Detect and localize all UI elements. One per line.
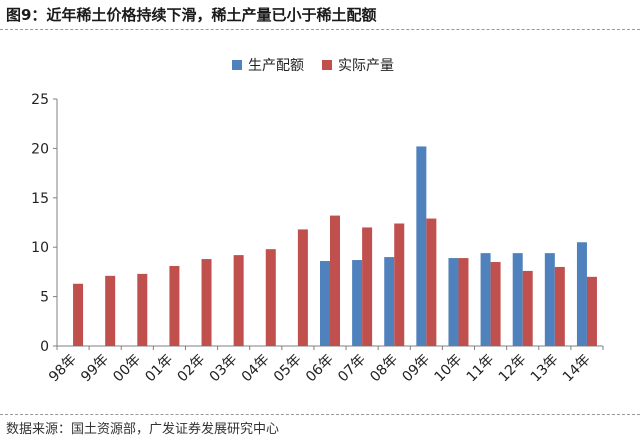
bar-output [105, 275, 116, 346]
bar-output [233, 255, 244, 346]
bar-quota [544, 253, 555, 346]
bar-output [137, 273, 148, 346]
bar-output [490, 262, 501, 346]
x-tick-label: 08年 [367, 352, 401, 386]
x-tick-label: 01年 [142, 352, 176, 386]
source-note: 数据来源：国土资源部，广发证券发展研究中心 [6, 422, 280, 437]
y-tick-label: 5 [40, 290, 49, 306]
bar-quota [576, 242, 587, 346]
source-divider [0, 414, 640, 415]
x-tick-label: 10年 [431, 352, 465, 386]
bar-output [586, 276, 597, 346]
x-tick-label: 98年 [46, 352, 80, 386]
bar-output [169, 265, 180, 346]
x-tick-label: 05年 [271, 352, 305, 386]
bar-output [522, 270, 533, 346]
bar-quota [448, 258, 459, 346]
legend-item-output: 实际产量 [322, 55, 394, 75]
bar-output [265, 249, 276, 346]
bar-quota [512, 253, 523, 346]
bar-output [426, 218, 437, 346]
bar-quota [416, 146, 427, 346]
bar-output [554, 266, 565, 346]
x-tick-label: 99年 [78, 352, 112, 386]
x-tick-label: 00年 [110, 352, 144, 386]
y-tick-label: 25 [31, 92, 49, 108]
x-tick-label: 06年 [303, 352, 337, 386]
bar-output [362, 227, 373, 346]
bar-output [330, 215, 340, 346]
title-divider [0, 29, 640, 30]
legend-label-quota: 生产配额 [248, 58, 304, 74]
x-tick-label: 07年 [335, 352, 369, 386]
x-tick-label: 13年 [528, 352, 562, 386]
x-tick-label: 03年 [207, 352, 241, 386]
bar-output [73, 283, 84, 346]
x-tick-label: 04年 [239, 352, 273, 386]
bar-quota [480, 253, 491, 346]
legend-swatch-output [322, 60, 332, 70]
x-tick-label: 14年 [560, 352, 594, 386]
bar-quota [320, 261, 330, 346]
bar-quota [352, 260, 363, 346]
y-tick-label: 15 [31, 191, 49, 207]
y-tick-label: 0 [40, 339, 49, 355]
figure-title: 图9：近年稀土价格持续下滑，稀土产量已小于稀土配额 [6, 6, 377, 24]
y-tick-label: 10 [31, 240, 49, 256]
legend-swatch-quota [232, 60, 242, 70]
x-tick-label: 02年 [175, 352, 209, 386]
legend: 生产配额 实际产量 [232, 55, 394, 75]
x-tick-label: 09年 [399, 352, 433, 386]
y-tick-label: 20 [31, 141, 49, 157]
legend-item-quota: 生产配额 [232, 55, 304, 75]
bar-output [394, 223, 405, 346]
bar-output [297, 229, 308, 346]
x-tick-label: 11年 [464, 352, 498, 386]
legend-label-output: 实际产量 [338, 58, 394, 74]
bar-quota [384, 257, 395, 346]
bar-output [458, 258, 469, 346]
x-tick-label: 12年 [496, 352, 530, 386]
bar-output [201, 259, 212, 346]
